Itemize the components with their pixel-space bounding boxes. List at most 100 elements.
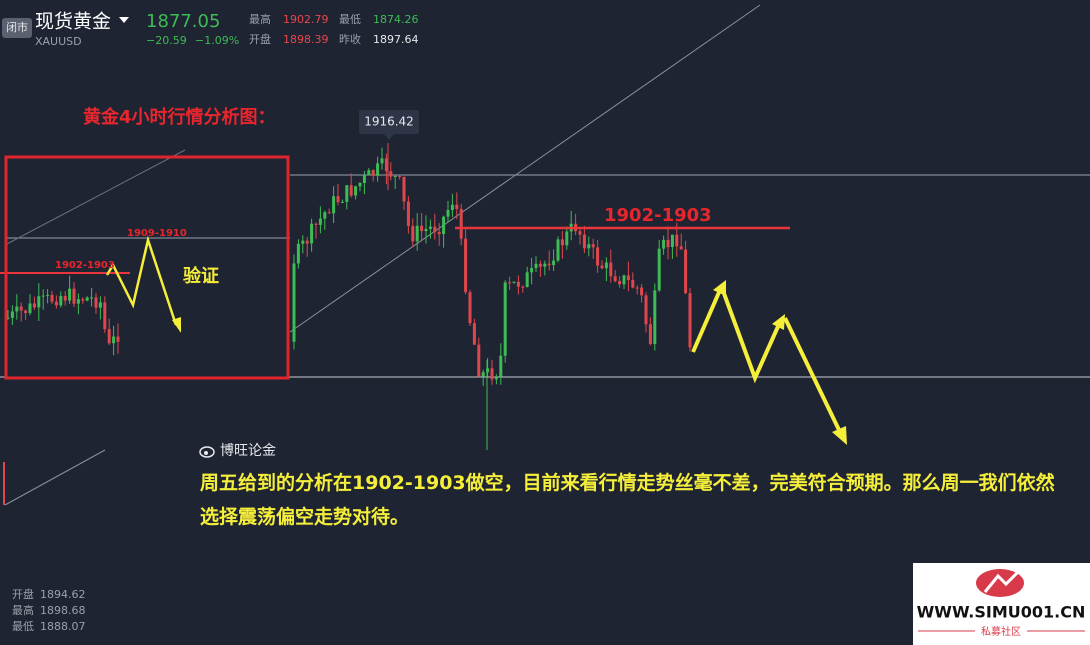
logo-caption: 私募社区 — [981, 625, 1021, 638]
candle-body — [292, 263, 296, 342]
small-level-label: 1902-1903 — [55, 260, 115, 271]
dropdown-caret[interactable] — [119, 17, 129, 23]
candle-body — [525, 272, 529, 288]
icon-shape — [199, 446, 215, 458]
candle-body — [81, 299, 85, 301]
candle-body — [657, 248, 661, 291]
candle-body — [10, 311, 14, 318]
candle-body — [560, 239, 564, 246]
candle-body — [530, 268, 534, 273]
ohlc-label: 开盘 — [12, 587, 34, 601]
candle-body — [19, 306, 23, 311]
candle-body — [499, 355, 503, 377]
candle-body — [327, 212, 331, 214]
candle-body — [556, 239, 560, 261]
candle-body — [32, 303, 36, 308]
arrow — [105, 235, 178, 326]
candle-body — [94, 297, 98, 308]
ohlc-value: 1888.07 — [40, 620, 86, 633]
analysis-comment: 周五给到的分析在1902-1903做空，目前来看行情走势丝毫不差，完美符合预期。… — [200, 472, 1055, 528]
stat-value: 1897.64 — [373, 33, 419, 46]
candle-body — [538, 263, 542, 267]
candle-body — [653, 290, 657, 345]
candle-body — [477, 344, 481, 377]
candle-body — [367, 170, 371, 176]
drawings — [0, 4, 1090, 506]
highlight-box — [4, 155, 290, 380]
candle-body — [675, 234, 679, 247]
candle-body — [666, 239, 670, 248]
candle-body — [521, 286, 525, 288]
candle-body — [420, 225, 424, 232]
candle-body — [433, 226, 437, 232]
stat-value: 1874.26 — [373, 13, 419, 26]
chart-annotation-title: 黄金4小时行情分析图： — [83, 106, 276, 128]
candle-body — [376, 163, 380, 176]
candle-body — [318, 218, 322, 225]
candle-body — [516, 281, 520, 287]
candle-body — [591, 244, 595, 248]
logo-mark — [983, 566, 1024, 593]
candle-body — [688, 293, 692, 348]
icon-shape — [204, 451, 208, 455]
candle-body — [670, 234, 674, 248]
candle-body — [76, 299, 80, 304]
ohlc-value: 1894.62 — [40, 588, 86, 601]
candle-body — [340, 201, 344, 203]
ohlc-summary: 开盘 1894.62 最高 1898.68 最低 1888.07 — [12, 587, 86, 633]
candle-body — [613, 276, 617, 282]
small-target-label: 1909-1910 — [127, 228, 187, 239]
ohlc-value: 1898.68 — [40, 604, 86, 617]
candle-body — [508, 282, 512, 284]
price: 1877.05 — [146, 11, 220, 32]
trend-line — [4, 149, 186, 246]
candle-body — [547, 263, 551, 266]
candle-body — [622, 275, 626, 285]
candle-body — [332, 196, 336, 214]
trend-line — [4, 449, 106, 506]
stat-label: 开盘 — [249, 32, 271, 46]
candle-body — [314, 223, 318, 225]
symbol: XAUUSD — [35, 35, 82, 48]
candle-body — [486, 368, 490, 373]
candle-body — [662, 239, 666, 249]
candle-body — [59, 295, 63, 306]
candle-body — [640, 287, 644, 296]
ohlc-label: 最高 — [12, 603, 34, 617]
candle-body — [450, 204, 454, 210]
candle-body — [46, 294, 50, 296]
stat-label: 最低 — [339, 13, 361, 26]
candle-body — [494, 376, 498, 380]
verify-label: 验证 — [183, 265, 219, 287]
arrow — [783, 317, 842, 433]
candle-body — [323, 212, 327, 219]
candle-body — [41, 295, 45, 297]
candle-body — [446, 209, 450, 217]
candle-body — [103, 302, 107, 330]
status: 闭市 — [6, 20, 28, 34]
arrow-head — [772, 314, 785, 330]
candle-body — [406, 201, 410, 226]
instrument-name[interactable]: 现货黄金 — [35, 11, 111, 33]
candle-body — [380, 158, 384, 164]
source: 博旺论金 — [220, 442, 276, 459]
candle-body — [15, 306, 19, 312]
candle-body — [543, 263, 547, 267]
candle-body — [481, 372, 485, 377]
candle-body — [534, 263, 538, 269]
candle-body — [415, 225, 419, 242]
candle-body — [503, 282, 507, 356]
candle-body — [349, 185, 353, 196]
weibo-icon — [199, 446, 215, 458]
candle-body — [631, 279, 635, 288]
candle-body — [679, 246, 683, 250]
stat-label: 昨收 — [339, 32, 361, 46]
candle-body — [6, 317, 10, 319]
candle-body — [424, 228, 428, 232]
candle-body — [565, 231, 569, 246]
candle-body — [468, 292, 472, 324]
candles — [3, 143, 692, 505]
arrow — [691, 289, 722, 353]
